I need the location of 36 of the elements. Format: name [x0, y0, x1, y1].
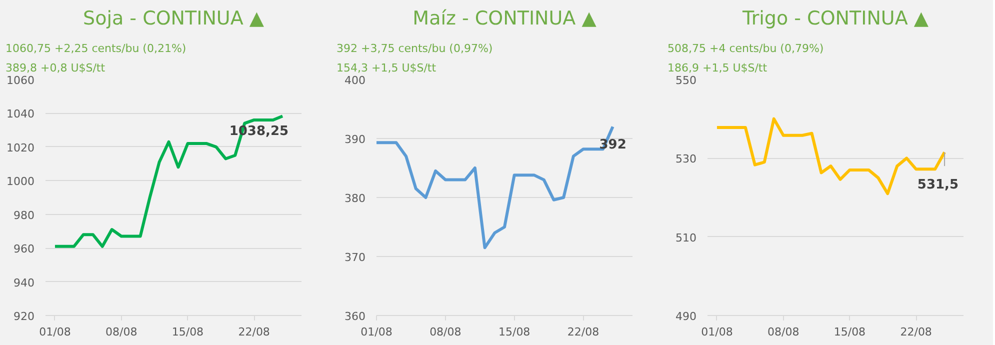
- chart-title: Trigo - CONTINUA ▲: [742, 8, 929, 30]
- y-tick-label: 380: [344, 192, 366, 205]
- x-tick-label: 01/08: [701, 326, 733, 338]
- chart-subtitle: 508,75 +4 cents/bu (0,79%) 186,9 +1,5 U$S/tt: [668, 42, 824, 74]
- y-tick-label: 490: [676, 310, 697, 323]
- x-tick-label: 01/08: [360, 326, 392, 338]
- y-tick-label: 550: [676, 74, 697, 87]
- x-tick-label: 08/08: [430, 326, 462, 338]
- y-tick-label: 400: [344, 74, 366, 87]
- x-tick-label: 15/08: [172, 326, 204, 338]
- x-tick-label: 22/08: [900, 326, 932, 338]
- chart-title: Soja - CONTINUA ▲: [83, 8, 264, 30]
- x-tick-label: 15/08: [498, 326, 530, 338]
- y-tick-label: 940: [14, 276, 35, 290]
- y-tick-label: 360: [344, 310, 366, 323]
- x-tick-label: 22/08: [567, 326, 600, 338]
- x-tick-label: 08/08: [106, 326, 138, 338]
- y-tick-label: 960: [14, 242, 35, 256]
- chart-subtitle: 1060,75 +2,25 cents/bu (0,21%) 389,8 +0,8 U$S/tt: [6, 42, 186, 74]
- y-tick-label: 1000: [6, 175, 35, 188]
- y-tick-label: 920: [14, 310, 35, 323]
- chart-title: Maíz - CONTINUA ▲: [412, 8, 597, 30]
- y-tick-label: 980: [14, 208, 35, 222]
- x-tick-label: 01/08: [39, 326, 71, 338]
- x-tick-label: 15/08: [834, 326, 866, 338]
- x-tick-label: 22/08: [238, 326, 270, 338]
- y-tick-label: 510: [676, 231, 697, 244]
- x-tick-label: 08/08: [768, 326, 800, 338]
- y-tick-label: 1060: [6, 74, 35, 87]
- y-tick-label: 1020: [6, 141, 35, 154]
- y-tick-label: 1040: [6, 108, 35, 121]
- y-tick-label: 370: [344, 251, 366, 264]
- y-tick-label: 390: [344, 133, 366, 146]
- annotation: 531,5: [917, 177, 959, 192]
- chart-subtitle: 392 +3,75 cents/bu (0,97%) 154,3 +1,5 U$S/tt: [336, 42, 493, 74]
- y-tick-label: 530: [676, 152, 697, 166]
